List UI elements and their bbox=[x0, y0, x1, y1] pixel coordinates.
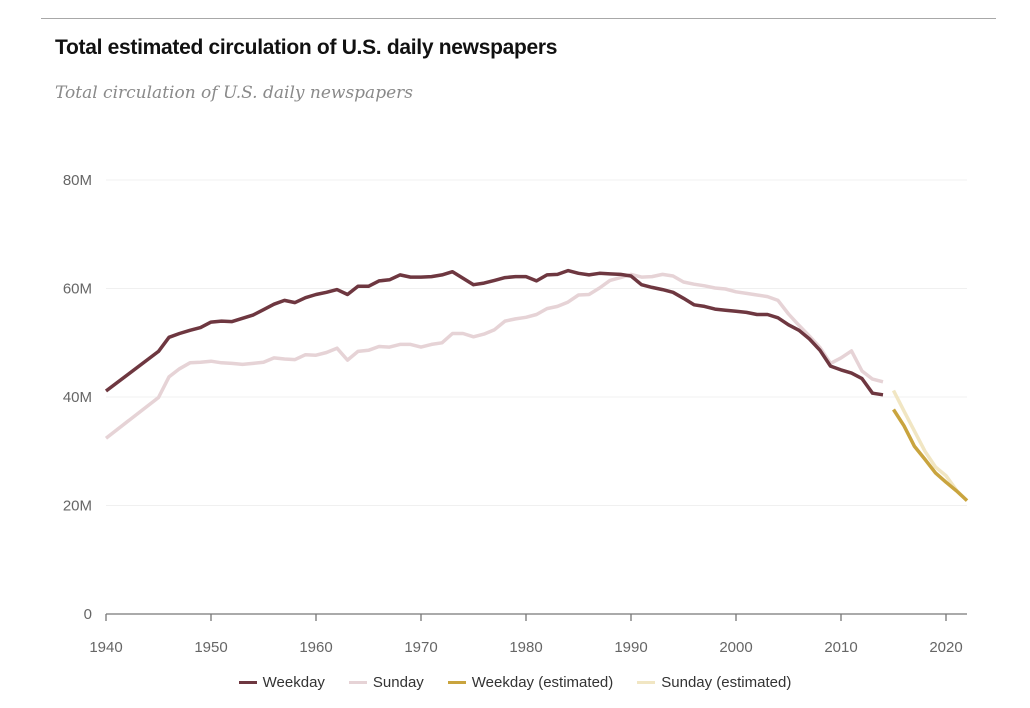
series-line-sunday-estimated bbox=[891, 389, 969, 502]
y-tick-label: 80M bbox=[63, 172, 92, 189]
y-tick-label: 20M bbox=[63, 498, 92, 515]
gridlines bbox=[106, 179, 967, 506]
series-line-weekday bbox=[104, 268, 884, 397]
y-axis-ticks: 0 20M 40M 60M 80M bbox=[63, 172, 92, 623]
x-axis: 1940 1950 1960 1970 1980 1990 2000 2010 2020 bbox=[89, 613, 967, 656]
legend: Weekday Sunday Weekday (estimated) Sunday (… bbox=[0, 674, 1030, 691]
legend-label: Weekday bbox=[262, 674, 325, 691]
legend-swatch bbox=[447, 681, 466, 684]
chart-title: Total estimated circulation of U.S. dail… bbox=[55, 36, 558, 59]
x-tick-label: 2010 bbox=[824, 639, 857, 656]
x-tick-label: 1990 bbox=[614, 639, 647, 656]
legend-label: Weekday (estimated) bbox=[471, 674, 614, 691]
series-line-weekday-estimated bbox=[892, 408, 969, 502]
series-line-sunday bbox=[104, 272, 884, 440]
y-tick-label: 0 bbox=[84, 606, 92, 623]
chart-subtitle: Total circulation of U.S. daily newspape… bbox=[55, 83, 413, 103]
x-tick-label: 2020 bbox=[929, 639, 962, 656]
line-chart: 0 20M 40M 60M 80M 1940 1950 1960 1970 1980 1990 20… bbox=[63, 172, 969, 656]
x-tick-label: 1980 bbox=[509, 639, 542, 656]
y-tick-label: 60M bbox=[63, 281, 92, 298]
x-tick-label: 1960 bbox=[299, 639, 332, 656]
legend-item: Weekday (estimated) bbox=[447, 674, 614, 691]
x-tick-label: 1970 bbox=[404, 639, 437, 656]
legend-swatch bbox=[637, 681, 656, 684]
legend-swatch bbox=[238, 681, 257, 684]
x-tick-label: 2000 bbox=[719, 639, 752, 656]
x-tick-label: 1940 bbox=[89, 639, 122, 656]
legend-swatch bbox=[348, 681, 367, 684]
legend-item: Sunday (estimated) bbox=[637, 674, 791, 691]
legend-label: Sunday (estimated) bbox=[661, 674, 792, 691]
legend-label: Sunday bbox=[372, 674, 424, 691]
legend-item: Weekday bbox=[238, 674, 325, 691]
legend-item: Sunday bbox=[348, 674, 424, 691]
y-tick-label: 40M bbox=[63, 389, 92, 406]
series-lines bbox=[104, 268, 969, 502]
top-rule bbox=[41, 18, 996, 19]
x-tick-label: 1950 bbox=[194, 639, 227, 656]
